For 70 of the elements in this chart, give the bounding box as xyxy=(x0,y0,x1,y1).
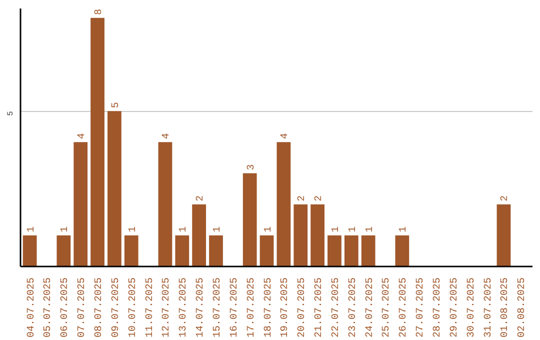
bar xyxy=(90,18,104,266)
bar xyxy=(209,235,223,266)
data-label: 1 xyxy=(212,226,224,232)
x-tick-label: 04.07.2025 xyxy=(26,277,38,338)
data-label: 4 xyxy=(162,133,173,140)
bar xyxy=(192,204,206,266)
x-tick-label: 17.07.2025 xyxy=(246,277,258,338)
x-tick-label: 08.07.2025 xyxy=(94,277,106,338)
data-label: 4 xyxy=(77,133,88,140)
bar xyxy=(276,142,291,266)
data-label: 1 xyxy=(398,226,410,232)
x-tick-label: 28.07.2025 xyxy=(432,277,444,338)
x-tick-label: 23.07.2025 xyxy=(348,277,359,338)
x-tick-label: 13.07.2025 xyxy=(178,277,190,338)
x-tick-label: 15.07.2025 xyxy=(212,277,224,338)
data-label: 1 xyxy=(178,226,190,232)
x-tick-label: 25.07.2025 xyxy=(382,277,393,338)
bar xyxy=(328,235,342,266)
x-tick-label: 12.07.2025 xyxy=(162,277,173,338)
x-tick-label: 20.07.2025 xyxy=(297,277,308,338)
x-tick-label: 01.08.2025 xyxy=(500,277,512,338)
data-label: 2 xyxy=(297,195,308,202)
bar xyxy=(74,142,88,266)
x-tick-label: 24.07.2025 xyxy=(364,277,376,338)
bar xyxy=(108,111,122,266)
data-label: 1 xyxy=(348,226,359,232)
x-tick-label: 05.07.2025 xyxy=(43,277,54,338)
data-label: 4 xyxy=(280,133,292,140)
bar xyxy=(22,235,37,266)
data-label: 1 xyxy=(330,226,342,232)
x-tick-label: 11.07.2025 xyxy=(144,277,156,338)
bar xyxy=(56,235,71,266)
bar xyxy=(158,142,172,266)
bar xyxy=(294,204,308,266)
bar xyxy=(242,173,257,266)
data-label: 1 xyxy=(364,226,376,232)
x-tick-label: 10.07.2025 xyxy=(128,277,139,338)
data-label: 8 xyxy=(94,8,106,15)
bar xyxy=(260,235,274,266)
bar xyxy=(395,235,410,266)
bar xyxy=(344,235,358,266)
bar xyxy=(310,204,324,266)
data-label: 1 xyxy=(128,226,139,232)
data-label: 1 xyxy=(263,226,274,232)
x-tick-label: 06.07.2025 xyxy=(60,277,72,338)
data-label: 2 xyxy=(314,195,326,202)
x-tick-label: 09.07.2025 xyxy=(110,277,122,338)
data-label: 2 xyxy=(196,195,207,202)
x-tick-label: 21.07.2025 xyxy=(314,277,326,338)
bar xyxy=(124,235,138,266)
x-tick-label: 27.07.2025 xyxy=(416,277,427,338)
x-tick-label: 22.07.2025 xyxy=(330,277,342,338)
x-tick-label: 14.07.2025 xyxy=(196,277,207,338)
data-label: 3 xyxy=(246,164,258,170)
x-tick-label: 31.07.2025 xyxy=(483,277,494,338)
x-tick-label: 29.07.2025 xyxy=(449,277,460,338)
x-tick-label: 02.08.2025 xyxy=(517,277,528,338)
data-label: 1 xyxy=(26,226,38,232)
bar xyxy=(496,204,511,266)
x-tick-label: 19.07.2025 xyxy=(280,277,292,338)
data-label: 1 xyxy=(60,226,72,232)
x-tick-label: 30.07.2025 xyxy=(466,277,478,338)
x-tick-label: 26.07.2025 xyxy=(398,277,410,338)
bar xyxy=(361,235,376,266)
bar xyxy=(175,235,190,266)
x-tick-label: 18.07.2025 xyxy=(263,277,274,338)
x-tick-label: 16.07.2025 xyxy=(229,277,240,338)
x-tick-label: 07.07.2025 xyxy=(77,277,88,338)
data-label: 2 xyxy=(500,195,512,202)
data-label: 5 xyxy=(110,102,122,108)
